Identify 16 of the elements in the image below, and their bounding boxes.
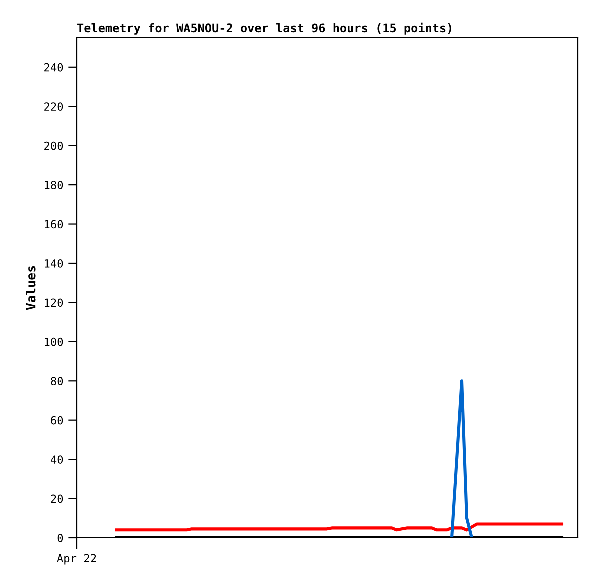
y-tick-label: 120 xyxy=(45,298,64,308)
y-tick-label: 60 xyxy=(51,416,64,425)
y-tick-label: 40 xyxy=(50,456,64,464)
y-tick-label: 80 xyxy=(51,377,64,386)
x-tick-label: Apr 22 xyxy=(57,554,96,565)
y-tick-label: 140 xyxy=(45,259,64,268)
y-tick-label: 220 xyxy=(44,102,64,112)
chart-title: Telemetry for WA5NOU-2 over last 96 hours (15 points) xyxy=(78,22,452,35)
y-tick-label: 160 xyxy=(45,220,64,229)
y-axis-title: Values xyxy=(26,266,36,310)
y-tick-label: 180 xyxy=(45,181,64,190)
y-tick-label: 200 xyxy=(44,142,64,150)
y-tick-label: 0 xyxy=(58,534,64,542)
y-tick-label: 20 xyxy=(51,494,64,504)
y-tick-label: 100 xyxy=(45,338,64,346)
y-tick-label: 240 xyxy=(44,63,64,72)
